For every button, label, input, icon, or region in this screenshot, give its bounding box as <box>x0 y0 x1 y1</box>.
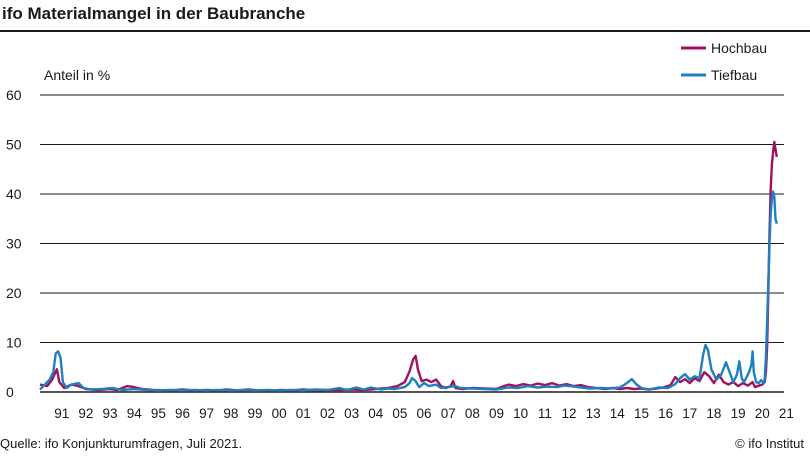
x-tick-13: 13 <box>586 406 601 421</box>
y-tick-60: 60 <box>6 87 22 103</box>
x-tick-11: 11 <box>538 406 552 421</box>
x-tick-17: 17 <box>682 406 697 421</box>
x-tick-05: 05 <box>392 406 407 421</box>
source-note: Quelle: ifo Konjunkturumfragen, Juli 202… <box>0 436 243 451</box>
x-tick-01: 01 <box>296 406 311 421</box>
y-tick-labels: 0 10 20 30 40 50 60 <box>6 87 22 400</box>
x-tick-10: 10 <box>513 406 528 421</box>
legend-label-hochbau: Hochbau <box>711 40 767 56</box>
x-tick-07: 07 <box>441 406 456 421</box>
title-rule <box>0 30 810 32</box>
y-tick-30: 30 <box>6 236 22 252</box>
x-tick-02: 02 <box>320 406 335 421</box>
x-tick-00: 00 <box>272 406 287 421</box>
legend: Hochbau Tiefbau <box>681 40 767 83</box>
x-tick-94: 94 <box>127 406 143 421</box>
x-tick-03: 03 <box>344 406 359 421</box>
y-tick-10: 10 <box>6 335 22 351</box>
x-tick-96: 96 <box>175 406 190 421</box>
x-tick-14: 14 <box>610 406 626 421</box>
x-tick-91: 91 <box>54 406 69 421</box>
y-tick-0: 0 <box>6 384 14 400</box>
y-tick-50: 50 <box>6 137 22 153</box>
series-lines <box>39 140 778 392</box>
y-tick-20: 20 <box>6 285 22 301</box>
x-tick-16: 16 <box>658 406 673 421</box>
x-tick-04: 04 <box>368 406 384 421</box>
y-tick-40: 40 <box>6 186 22 202</box>
x-tick-95: 95 <box>151 406 166 421</box>
x-tick-93: 93 <box>103 406 118 421</box>
x-tick-08: 08 <box>465 406 480 421</box>
x-tick-06: 06 <box>417 406 432 421</box>
series-line-hochbau <box>39 140 778 392</box>
x-tick-98: 98 <box>223 406 238 421</box>
x-tick-20: 20 <box>755 406 770 421</box>
x-tick-12: 12 <box>561 406 576 421</box>
x-tick-labels: 91 92 93 94 95 96 97 98 99 00 01 02 03 04 05 06 07 08 09 10… <box>54 406 794 421</box>
y-gridlines <box>40 94 784 393</box>
x-tick-18: 18 <box>706 406 721 421</box>
x-tick-09: 09 <box>489 406 504 421</box>
x-tick-21: 21 <box>779 406 794 421</box>
x-tick-92: 92 <box>78 406 93 421</box>
x-tick-97: 97 <box>199 406 214 421</box>
y-axis-label: Anteil in % <box>44 67 110 83</box>
x-tick-99: 99 <box>247 406 262 421</box>
x-tick-15: 15 <box>634 406 649 421</box>
series-line-tiefbau <box>39 190 778 392</box>
copyright-note: © ifo Institut <box>735 436 804 451</box>
chart-title: ifo Materialmangel in der Baubranche <box>2 4 306 23</box>
x-tick-19: 19 <box>731 406 746 421</box>
legend-label-tiefbau: Tiefbau <box>711 67 757 83</box>
